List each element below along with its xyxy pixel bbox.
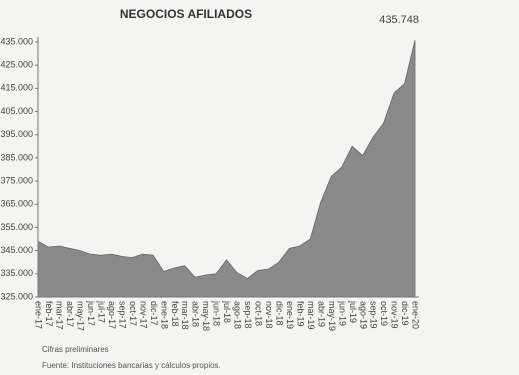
x-tick-label: ene-19 bbox=[285, 301, 295, 329]
x-tick-label: jul-17 bbox=[96, 300, 106, 323]
y-tick-label: 335.000 bbox=[0, 268, 33, 278]
x-tick-label: nov-18 bbox=[264, 301, 274, 329]
x-tick-label: ago-17 bbox=[107, 301, 117, 329]
y-tick-label: 385.000 bbox=[0, 152, 33, 162]
chart-title: NEGOCIOS AFILIADOS bbox=[120, 7, 252, 21]
x-tick-label: dic-19 bbox=[400, 301, 410, 326]
y-tick-label: 365.000 bbox=[0, 199, 33, 209]
y-tick-label: 375.000 bbox=[0, 175, 33, 185]
x-tick-label: ago-19 bbox=[358, 301, 368, 329]
x-tick-label: jun-17 bbox=[86, 300, 96, 326]
x-tick-label: feb-17 bbox=[44, 301, 54, 327]
x-tick-label: sep-19 bbox=[369, 301, 379, 329]
x-tick-label: jul-18 bbox=[222, 300, 232, 323]
y-tick-label: 435.000 bbox=[0, 36, 33, 46]
x-tick-label: feb-19 bbox=[295, 301, 305, 327]
x-tick-label: oct-19 bbox=[379, 301, 389, 326]
y-tick-label: 395.000 bbox=[0, 129, 33, 139]
y-tick-label: 325.000 bbox=[0, 291, 33, 301]
x-tick-label: mar-19 bbox=[306, 301, 316, 330]
x-tick-label: ene-17 bbox=[34, 301, 44, 329]
x-tick-label: dic-18 bbox=[274, 301, 284, 326]
y-tick-label: 415.000 bbox=[0, 83, 33, 93]
x-tick-label: may-18 bbox=[201, 301, 211, 331]
area bbox=[37, 40, 416, 298]
x-tick-label: abr-17 bbox=[65, 301, 75, 327]
y-tick-label: 425.000 bbox=[0, 60, 33, 70]
x-tick-label: ago-18 bbox=[233, 301, 243, 329]
value-label: 435.748 bbox=[379, 14, 419, 26]
x-tick-label: sep-18 bbox=[243, 301, 253, 329]
x-tick-label: oct-18 bbox=[254, 301, 264, 326]
x-tick-label: abr-18 bbox=[191, 301, 201, 327]
x-tick-label: may-19 bbox=[327, 301, 337, 331]
y-tick-label: 345.000 bbox=[0, 245, 33, 255]
x-tick-label: ene-18 bbox=[159, 301, 169, 329]
x-tick-label: jun-18 bbox=[212, 300, 222, 326]
y-tick-label: 405.000 bbox=[0, 106, 33, 116]
y-tick-label: 355.000 bbox=[0, 222, 33, 232]
x-tick-label: dic-17 bbox=[149, 301, 159, 326]
x-tick-label: jun-19 bbox=[337, 300, 347, 326]
x-tick-label: nov-17 bbox=[138, 301, 148, 329]
x-tick-label: abr-19 bbox=[316, 301, 326, 327]
x-tick-label: mar-18 bbox=[180, 301, 190, 330]
x-tick-label: jul-19 bbox=[348, 300, 358, 323]
x-tick-label: sep-17 bbox=[117, 301, 127, 329]
x-tick-label: may-17 bbox=[76, 301, 86, 331]
x-tick-label: feb-18 bbox=[170, 301, 180, 327]
x-tick-label: oct-17 bbox=[128, 301, 138, 326]
x-tick-label: nov-19 bbox=[390, 301, 400, 329]
x-tick-label: mar-17 bbox=[55, 301, 65, 330]
note: Cifras preliminares bbox=[42, 345, 109, 354]
x-tick-label: ene-20 bbox=[411, 301, 421, 329]
note: Fuente: Instituciones bancarias y cálcul… bbox=[42, 361, 221, 370]
